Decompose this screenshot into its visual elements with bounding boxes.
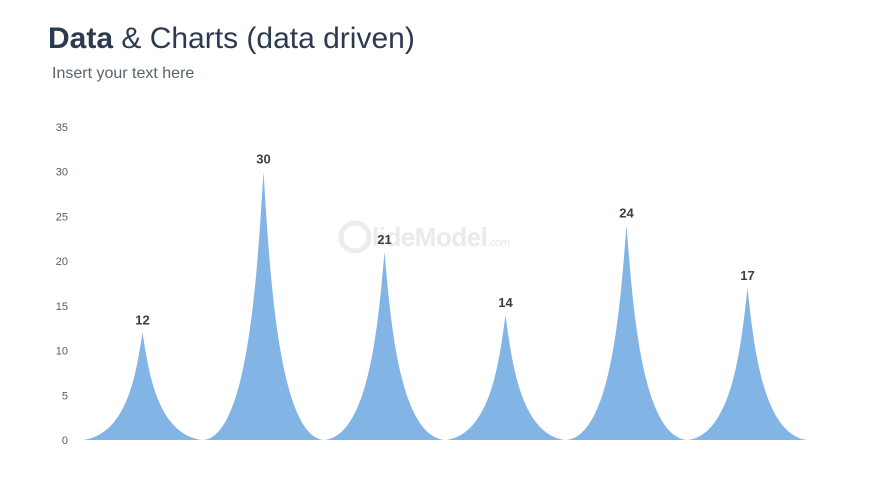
data-label: 17 (740, 268, 754, 283)
spike-mark (83, 332, 202, 440)
y-tick-label: 30 (56, 167, 68, 179)
title-rest: & Charts (data driven) (113, 22, 415, 55)
spike-mark (567, 225, 686, 440)
title-bold: Data (48, 22, 114, 55)
y-tick-label: 20 (56, 256, 68, 268)
y-tick-label: 10 (56, 346, 68, 358)
data-label: 14 (498, 295, 513, 310)
spike-mark (325, 252, 444, 440)
data-label: 12 (135, 313, 149, 328)
watermark-suffix: .com (487, 237, 510, 249)
watermark-logo-icon (338, 220, 372, 254)
spike-mark (204, 171, 323, 440)
watermark-text: lideModel (372, 222, 488, 252)
y-tick-label: 15 (56, 301, 68, 313)
watermark: lideModel.com (372, 222, 510, 253)
spike-mark (688, 287, 807, 440)
y-tick-label: 25 (56, 211, 68, 223)
data-label: 24 (619, 205, 634, 220)
data-label: 21 (377, 232, 391, 247)
slide-title: Data & Charts (data driven) (48, 22, 415, 56)
data-label: 30 (256, 152, 270, 167)
spike-mark (446, 314, 565, 440)
slide-subtitle: Insert your text here (52, 65, 195, 82)
y-axis: 0 5 10 15 20 25 30 35 (56, 122, 68, 447)
spikes (83, 171, 807, 440)
data-labels: 12 30 21 14 24 17 (135, 152, 754, 328)
y-tick-label: 5 (62, 390, 68, 402)
y-tick-label: 35 (56, 122, 68, 134)
y-tick-label: 0 (62, 435, 68, 447)
